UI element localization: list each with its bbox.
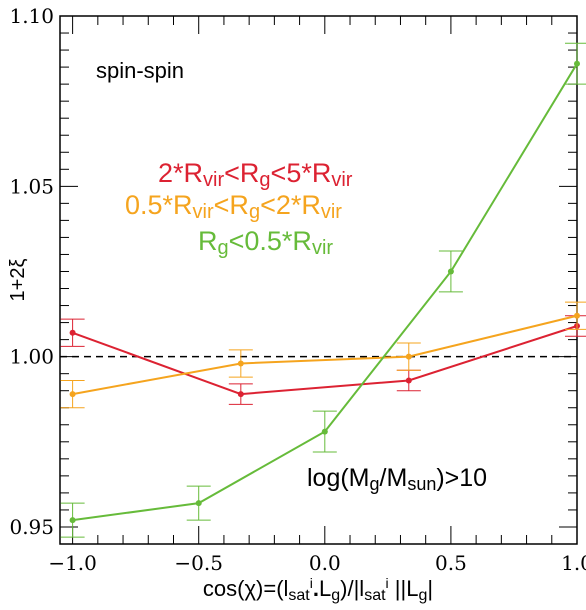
data-point	[574, 60, 580, 67]
legend-entry-3: Rg<0.5*Rvir	[198, 226, 333, 259]
y-tick-label: 1.10	[9, 4, 54, 28]
data-point	[237, 360, 244, 367]
series-line	[72, 325, 578, 396]
annotation-mass-cut: log(Mg/Msun)>10	[307, 464, 487, 494]
y-axis-label: 1+2ξ	[7, 259, 29, 302]
data-point	[237, 391, 244, 398]
annotation-spin-spin: spin-spin	[96, 58, 184, 83]
data-point	[405, 377, 412, 384]
axis-ticks	[60, 15, 578, 544]
series-2	[60, 301, 586, 409]
series-group	[60, 42, 586, 538]
legend-entry-2: 0.5*Rvir<Rg<2*Rvir	[125, 190, 342, 223]
data-point	[69, 391, 76, 398]
data-point	[195, 500, 202, 507]
series-3	[60, 42, 586, 538]
x-tick-label: −1.0	[48, 551, 97, 575]
data-point	[574, 312, 580, 319]
x-tick-label: 1.0	[561, 551, 586, 575]
series-line	[72, 314, 578, 396]
data-point	[447, 268, 454, 275]
y-tick-label: 1.00	[9, 345, 54, 369]
x-tick-label: 0.5	[435, 551, 467, 575]
data-point	[321, 428, 328, 435]
y-tick-label: 0.95	[9, 515, 54, 539]
plot-frame	[59, 15, 578, 545]
y-tick-label: 1.05	[9, 174, 54, 198]
data-point	[69, 517, 76, 524]
data-point	[69, 329, 76, 336]
legend-entry-1: 2*Rvir<Rg<5*Rvir	[158, 158, 353, 191]
x-tick-label: 0.0	[309, 551, 341, 575]
tick-labels: −1.0 −0.5 0.0 0.5 1.0 0.95 1.00 1.05 1.10	[9, 4, 586, 575]
x-tick-label: −0.5	[174, 551, 223, 575]
x-axis-label: cos(χ)=(lsati.Lg)/|lsati ||Lg|	[203, 575, 433, 604]
data-point	[405, 353, 412, 360]
